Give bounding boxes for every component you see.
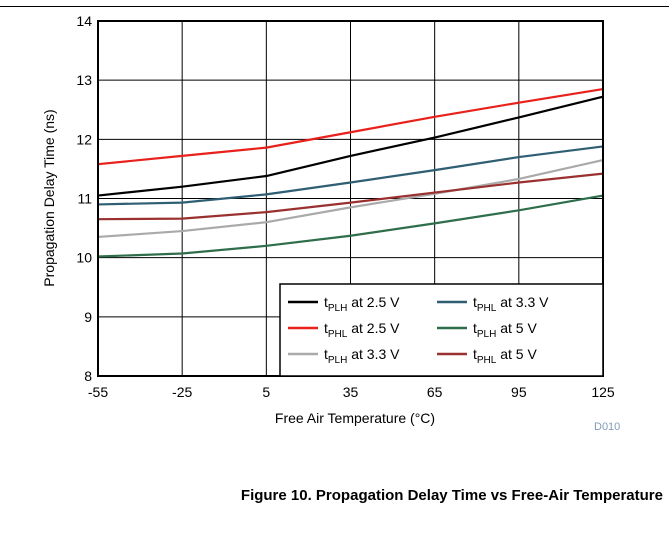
x-tick-label: -55 [88,384,108,400]
series-line [97,172,604,221]
tick-labels: 8 9 10 11 12 13 14 -55 -25 5 35 65 95 125 [76,13,614,400]
legend: tPLH at 2.5 V tPHL at 3.3 V tPHL at 2.5 V t… [279,283,604,377]
y-axis-label: Propagation Delay Time (ns) [41,109,57,286]
legend-label: tPLH at 3.3 V [324,346,400,366]
series-line [97,194,604,258]
figure-id: D010 [594,421,621,433]
x-tick-label: 95 [511,384,527,400]
legend-label: tPLH at 2.5 V [324,294,400,314]
legend-label: tPHL at 2.5 V [324,320,400,340]
y-tick-label: 13 [76,72,92,88]
y-tick-label: 9 [84,309,92,325]
x-tick-label: 5 [262,384,270,400]
legend-label: tPHL at 5 V [473,346,537,366]
x-axis-label: Free Air Temperature (°C) [275,410,435,426]
series-line [97,145,604,206]
legend-box [279,283,604,377]
legend-label: tPLH at 5 V [473,320,537,340]
x-tick-label: 125 [591,384,615,400]
y-tick-label: 8 [84,368,92,384]
series-line [97,158,604,239]
legend-label: tPHL at 3.3 V [473,294,549,314]
top-rule [0,6,669,7]
y-tick-label: 14 [76,13,92,29]
x-tick-label: 35 [343,384,359,400]
series-lines [97,87,604,258]
series-line [97,95,604,197]
chart: 8 9 10 11 12 13 14 -55 -25 5 35 65 95 125 Free Air Te… [41,13,615,426]
figure-caption: Figure 10. Propagation Delay Time vs Fre… [240,487,663,504]
series-line [97,87,604,166]
x-tick-label: -25 [172,384,192,400]
x-tick-label: 65 [427,384,443,400]
y-tick-label: 10 [76,250,92,266]
y-tick-label: 11 [77,191,92,207]
y-tick-label: 12 [76,131,92,147]
